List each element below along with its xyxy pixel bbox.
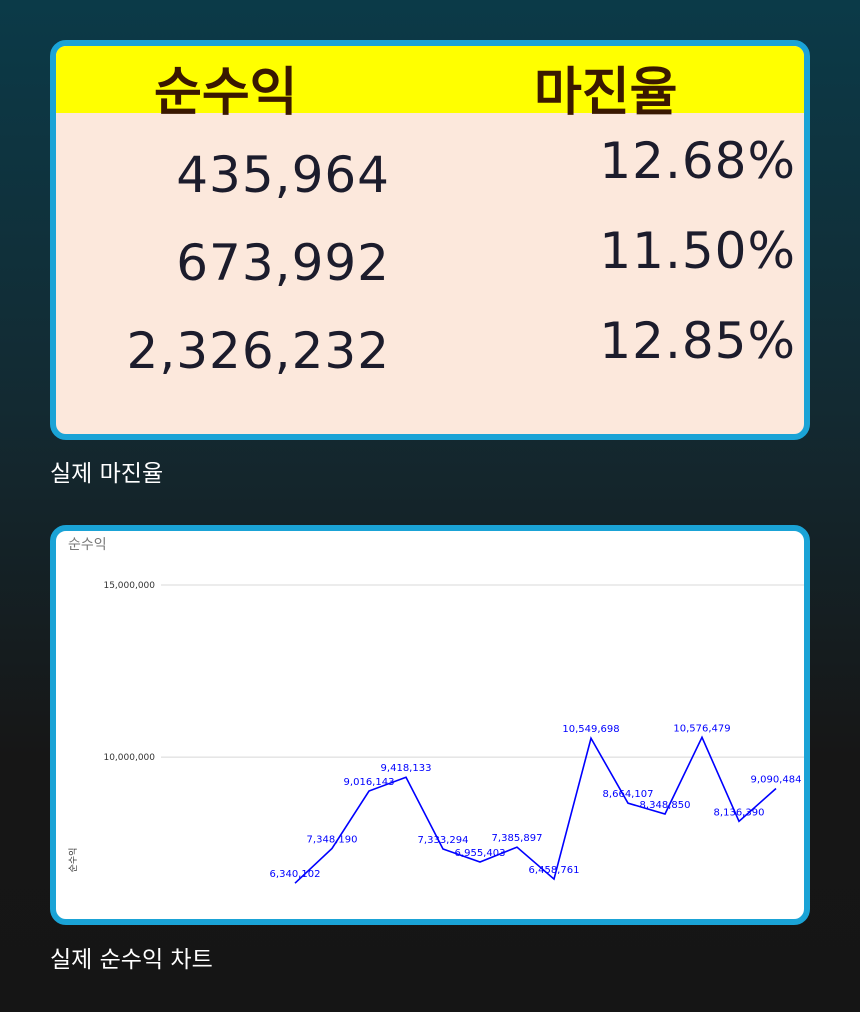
data-label: 10,576,479 (673, 723, 730, 734)
y-tick-label: 10,000,000 (103, 753, 155, 763)
cell: 435,964 (176, 146, 390, 204)
line (294, 735, 777, 884)
data-label: 9,418,133 (381, 763, 432, 774)
data-label: 8,136,390 (714, 807, 765, 818)
data-label: 8,664,107 (603, 789, 654, 800)
header-cell: 마진율 (534, 63, 678, 123)
header-cell: 순수익 (154, 63, 298, 123)
data-label: 7,348,190 (307, 834, 358, 845)
chart-panel: 순수익 순수익 10,000,000 15,000,000 6,340,102 7,3… (50, 525, 810, 925)
cell: 12.85% (599, 312, 796, 370)
data-label: 6,340,102 (270, 869, 321, 880)
data-label: 6,955,403 (455, 848, 506, 859)
table-panel: 순수익 마진율 435,964 12.68% 673,992 11.50% 2,… (50, 40, 810, 440)
data-label: 6,458,761 (529, 865, 580, 876)
y-axis-label: 순수익 (67, 848, 79, 873)
data-label: 9,016,143 (344, 777, 395, 788)
table-header: 순수익 마진율 (56, 46, 804, 123)
data-label: 7,385,897 (492, 833, 543, 844)
chart: 순수익 순수익 10,000,000 15,000,000 6,340,102 7,3… (67, 537, 804, 884)
chart-title: 순수익 (68, 537, 107, 553)
caption: 실제 마진율 (50, 461, 164, 487)
cell: 12.68% (599, 132, 796, 190)
y-tick-label: 15,000,000 (103, 581, 155, 591)
data-label: 10,549,698 (562, 724, 619, 735)
data-label: 7,333,294 (418, 835, 469, 846)
cell: 673,992 (176, 234, 390, 292)
data-label: 9,090,484 (751, 774, 802, 785)
data-label: 8,348,850 (640, 800, 691, 811)
cell: 2,326,232 (126, 322, 390, 380)
cell: 11.50% (599, 222, 796, 280)
caption: 실제 순수익 차트 (50, 947, 213, 973)
